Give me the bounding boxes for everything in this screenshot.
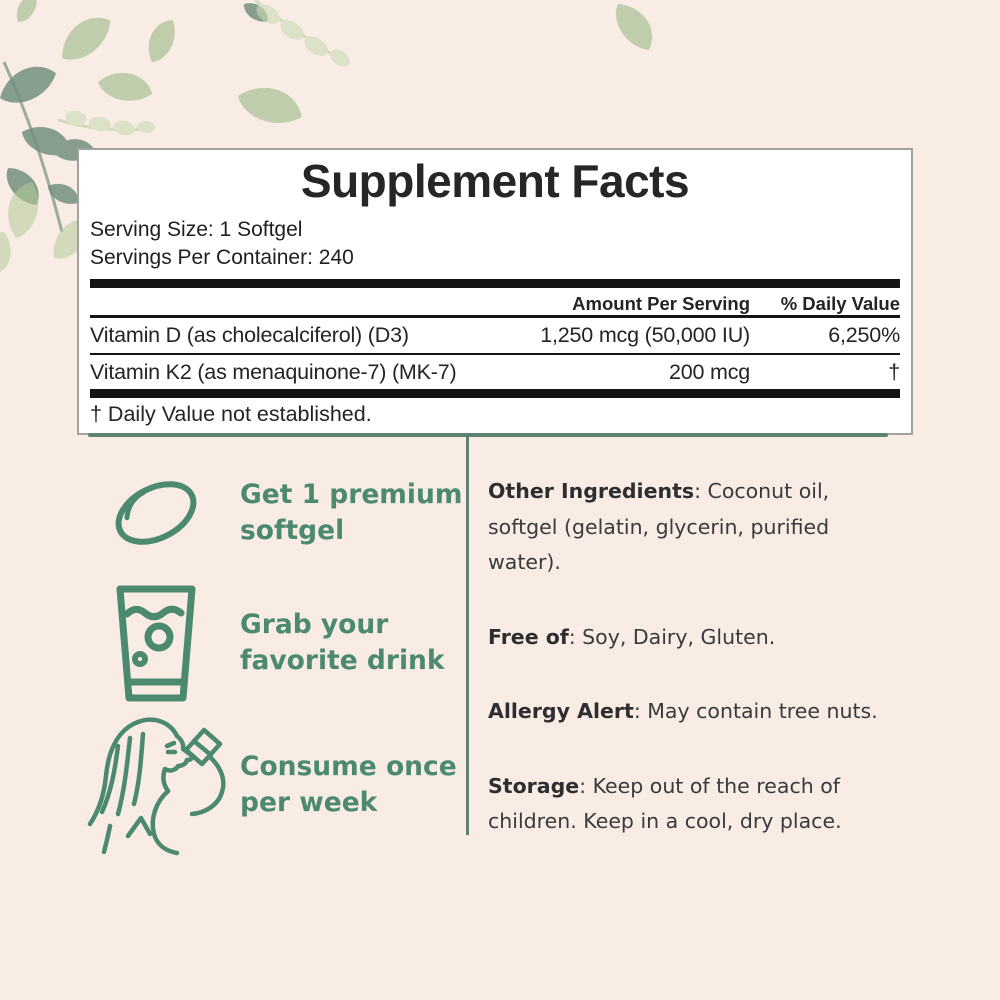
serving-size: Serving Size: 1 Softgel bbox=[90, 218, 303, 241]
nutrient-dv: † bbox=[888, 359, 900, 384]
softgel-icon bbox=[80, 464, 232, 562]
servings-per-container: Servings Per Container: 240 bbox=[90, 246, 354, 269]
step-consume-weekly: Consume once per week bbox=[80, 712, 472, 858]
step-get-softgel: Get 1 premium softgel bbox=[80, 452, 472, 574]
storage: Storage: Keep out of the reach of childr… bbox=[488, 769, 898, 840]
nutrient-name: Vitamin K2 (as menaquinone-7) (MK-7) bbox=[90, 359, 457, 384]
free-of: Free of: Soy, Dairy, Gluten. bbox=[488, 620, 898, 656]
usage-steps: Get 1 premium softgel Grab your favorite… bbox=[80, 452, 472, 858]
other-ingredients: Other Ingredients: Coconut oil, softgel … bbox=[488, 474, 898, 581]
nutrient-dv: 6,250% bbox=[828, 323, 900, 347]
step-label: Consume once per week bbox=[240, 751, 457, 818]
branch-stem bbox=[2, 61, 64, 233]
info-text: : May contain tree nuts. bbox=[633, 699, 878, 723]
drink-glass-icon bbox=[80, 581, 232, 705]
info-text: : Coconut oil, softgel (gelatin, glyceri… bbox=[488, 479, 830, 574]
vertical-divider bbox=[466, 437, 469, 835]
info-label: Free of bbox=[488, 624, 569, 649]
woman-drinking-icon bbox=[80, 714, 232, 856]
step-grab-drink: Grab your favorite drink bbox=[80, 574, 472, 712]
step-label: Grab your favorite drink bbox=[240, 609, 445, 676]
header-daily-value: % Daily Value bbox=[780, 293, 900, 314]
table-header-row: Amount Per Serving % Daily Value bbox=[90, 288, 900, 315]
supplement-facts-panel: Supplement Facts Serving Size: 1 Softgel… bbox=[77, 148, 913, 435]
row-rule bbox=[90, 353, 900, 355]
info-text: : Keep out of the reach of children. Kee… bbox=[488, 773, 842, 834]
table-row: Vitamin K2 (as menaquinone-7) (MK-7) 200… bbox=[90, 355, 900, 389]
thick-divider-bar bbox=[90, 279, 900, 288]
panel-title: Supplement Facts bbox=[300, 155, 690, 207]
header-rule bbox=[90, 315, 900, 318]
table-row: Vitamin D (as cholecalciferol) (D3) 1,25… bbox=[90, 318, 900, 353]
info-label: Other Ingredients bbox=[488, 479, 695, 503]
eucalyptus-sprigs bbox=[57, 0, 350, 136]
step-label: Get 1 premium softgel bbox=[240, 479, 463, 546]
horizontal-divider bbox=[88, 433, 888, 437]
header-amount: Amount Per Serving bbox=[572, 293, 750, 314]
thick-divider-bar bbox=[90, 389, 900, 398]
product-info: Other Ingredients: Coconut oil, softgel … bbox=[488, 474, 898, 879]
sage-leaf-cluster bbox=[10, 0, 660, 135]
nutrient-amount: 200 mcg bbox=[668, 359, 750, 384]
info-label: Storage bbox=[488, 773, 580, 798]
nutrient-name: Vitamin D (as cholecalciferol) (D3) bbox=[90, 323, 409, 347]
allergy-alert: Allergy Alert: May contain tree nuts. bbox=[488, 694, 898, 730]
nutrient-amount: 1,250 mcg (50,000 IU) bbox=[540, 323, 750, 347]
dv-footnote: † Daily Value not established. bbox=[90, 402, 372, 426]
info-text: : Soy, Dairy, Gluten. bbox=[568, 624, 776, 649]
info-label: Allergy Alert bbox=[488, 699, 634, 723]
